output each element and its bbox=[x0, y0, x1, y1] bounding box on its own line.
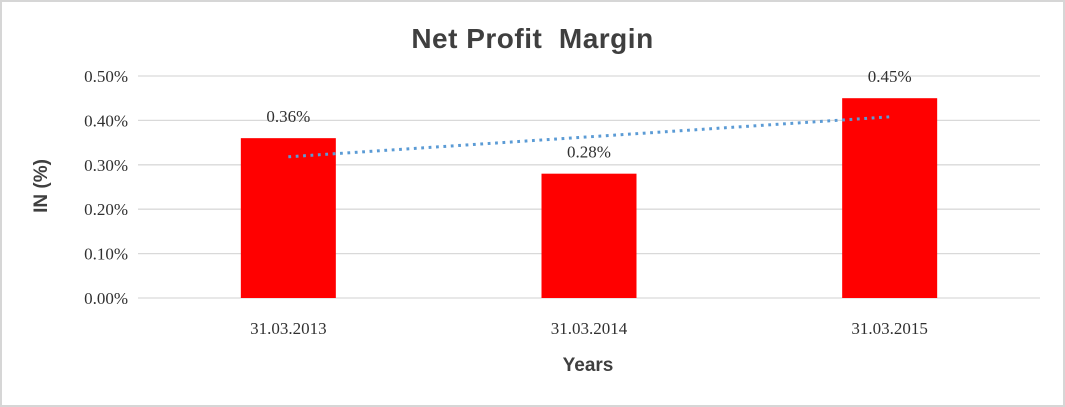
x-axis-title: Years bbox=[562, 355, 614, 376]
y-tick-label: 0.20% bbox=[84, 200, 128, 219]
y-tick-label: 0.10% bbox=[84, 245, 128, 264]
x-category-label: 31.03.2014 bbox=[551, 319, 628, 338]
data-label: 0.45% bbox=[868, 67, 912, 86]
x-category-label: 31.03.2015 bbox=[851, 319, 928, 338]
x-category-label: 31.03.2013 bbox=[250, 319, 327, 338]
data-label: 0.28% bbox=[567, 143, 611, 162]
y-tick-label: 0.00% bbox=[84, 289, 128, 308]
bar-31.03.2015 bbox=[842, 98, 938, 298]
bar-31.03.2014 bbox=[541, 173, 637, 298]
y-tick-label: 0.50% bbox=[84, 67, 128, 86]
y-tick-label: 0.30% bbox=[84, 156, 128, 175]
data-label: 0.36% bbox=[266, 107, 310, 126]
bar-31.03.2013 bbox=[240, 138, 336, 298]
y-axis-title: IN (%) bbox=[31, 159, 52, 213]
y-tick-label: 0.40% bbox=[84, 111, 128, 130]
chart-title: Net Profit Margin bbox=[411, 23, 654, 54]
